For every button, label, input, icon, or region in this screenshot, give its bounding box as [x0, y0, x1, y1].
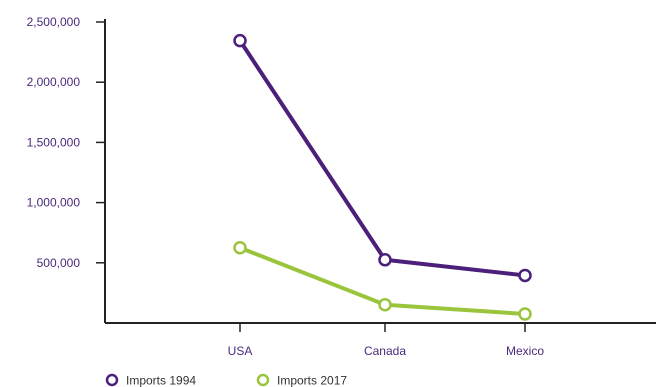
data-point [378, 253, 392, 267]
y-tick-label: 1,500,000 [27, 135, 81, 149]
legend-marker [256, 373, 270, 387]
x-tick-label: Mexico [506, 344, 544, 358]
x-tick-label: USA [228, 344, 253, 358]
y-tick-label: 2,000,000 [27, 75, 81, 89]
y-axis: 500,000 1,000,000 1,500,000 2,000,000 2,500,… [27, 15, 106, 323]
series-lines [233, 33, 532, 321]
legend-label: Imports 2017 [277, 374, 347, 387]
series-line-1 [238, 38, 527, 278]
data-point [518, 268, 532, 283]
y-tick-label: 1,000,000 [27, 196, 81, 210]
data-point [233, 33, 247, 48]
y-tick-label: 500,000 [37, 256, 81, 270]
legend: Imports 1994 Imports 2017 [105, 373, 347, 387]
legend-marker [105, 373, 119, 387]
x-tick-label: Canada [364, 344, 406, 358]
data-point [378, 297, 392, 312]
data-point [233, 241, 247, 255]
data-point [518, 307, 532, 321]
x-axis: USA Canada Mexico [105, 322, 656, 358]
y-tick-label: 2,500,000 [27, 15, 81, 29]
legend-label: Imports 1994 [126, 374, 196, 387]
